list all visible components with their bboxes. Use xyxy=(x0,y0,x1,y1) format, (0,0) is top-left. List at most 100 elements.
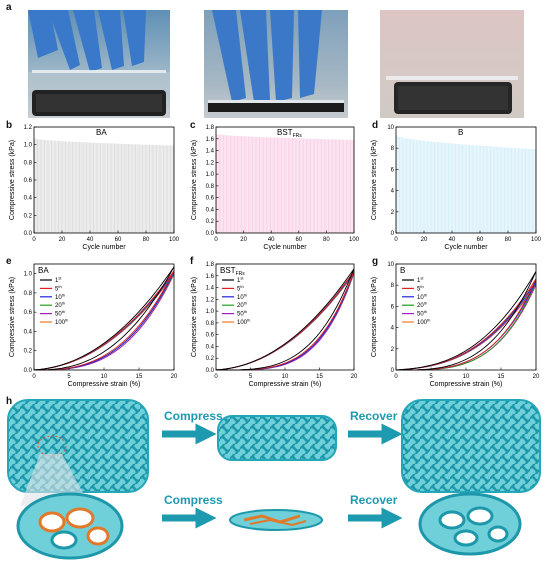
panel-letter-d: d xyxy=(372,120,379,131)
cycle-peak xyxy=(250,136,252,233)
cycle-peak xyxy=(128,144,129,233)
cycle-peak xyxy=(114,143,115,233)
glove-fingers-pressing xyxy=(212,10,322,102)
cyclic-b-xtick-label: 100 xyxy=(169,237,180,243)
hysteresis-f-xtick-label: 0 xyxy=(214,374,218,380)
hysteresis-g-xtick-label: 5 xyxy=(429,374,433,380)
cycle-peak xyxy=(462,144,463,233)
cycle-peak xyxy=(414,139,416,233)
cycle-peak xyxy=(247,136,249,233)
cycle-peak xyxy=(345,139,347,233)
hysteresis-e-xtick-label: 5 xyxy=(67,374,71,380)
cycle-peak xyxy=(282,137,284,233)
cycle-peak xyxy=(35,138,37,233)
cycle-peak xyxy=(408,138,410,233)
cycle-peak xyxy=(116,143,118,233)
cycle-peak xyxy=(246,136,248,233)
cyclic-d-ytick-label: 10 xyxy=(387,125,394,131)
cycle-peak xyxy=(460,144,462,233)
cycle-peak xyxy=(427,141,428,233)
cycle-peak xyxy=(171,145,173,233)
cyclic-c-ytick-label: 1.8 xyxy=(206,125,215,131)
cycle-peak xyxy=(157,145,159,233)
cycle-peak xyxy=(100,143,101,233)
cycle-peak xyxy=(519,148,521,233)
cycle-peak xyxy=(258,137,260,233)
cycle-peak xyxy=(231,135,233,233)
cycle-peak xyxy=(334,139,336,233)
cycle-peak xyxy=(77,142,79,233)
cycle-peak xyxy=(60,141,62,233)
cycle-peak xyxy=(415,139,417,233)
cycle-peak xyxy=(318,139,320,233)
legend-label: 10th xyxy=(55,292,65,301)
hysteresis-f-ytick-label: 1.8 xyxy=(206,262,215,268)
cycle-peak xyxy=(285,137,287,233)
cycle-peak xyxy=(167,145,169,233)
cyclic-c-ylabel: Compressive stress (kPa) xyxy=(191,140,198,220)
cycle-peak xyxy=(97,142,99,233)
cycle-peak xyxy=(404,138,406,233)
hysteresis-g-ytick-label: 6 xyxy=(391,304,395,310)
cycle-peak xyxy=(332,139,334,233)
cyclic-c-ytick-label: 1.0 xyxy=(206,172,215,178)
cycle-peak xyxy=(129,144,131,233)
hysteresis-g-ytick-label: 2 xyxy=(391,347,395,353)
cycle-peak xyxy=(81,142,83,233)
cycle-peak xyxy=(95,142,97,233)
hysteresis-f-ytick-label: 1.2 xyxy=(206,297,215,303)
cycle-peak xyxy=(263,137,265,233)
panel-letter-f: f xyxy=(190,256,194,267)
cycle-peak xyxy=(161,145,163,233)
cyclic-b-title: BA xyxy=(96,128,107,137)
cycle-peak xyxy=(530,149,532,233)
cycle-peak xyxy=(439,142,441,233)
hysteresis-e-xtick-label: 10 xyxy=(101,374,108,380)
hysteresis-f-xlabel: Compressive strain (%) xyxy=(249,381,322,388)
hysteresis-g-ytick-label: 8 xyxy=(391,283,395,289)
cycle-peak xyxy=(457,143,459,233)
cycle-peak xyxy=(286,138,288,233)
cycle-peak xyxy=(42,139,44,233)
cycle-peak xyxy=(239,136,241,233)
cycle-peak xyxy=(49,140,51,233)
cycle-peak xyxy=(323,139,325,233)
cycle-peak xyxy=(438,142,440,233)
cycle-peak xyxy=(418,140,420,233)
cyclic-b-ytick-label: 1.0 xyxy=(24,143,33,149)
cycle-peak xyxy=(321,139,323,233)
cycle-peak xyxy=(436,142,438,233)
hysteresis-f-xtick-label: 10 xyxy=(282,374,289,380)
cycle-peak xyxy=(271,137,273,233)
cycle-peak xyxy=(51,140,52,233)
cyclic-d-xtick-label: 20 xyxy=(421,237,428,243)
hysteresis-g-xtick-label: 0 xyxy=(394,374,398,380)
legend-label: 5th xyxy=(417,284,424,293)
cycle-peak xyxy=(410,138,412,233)
cycle-peak xyxy=(121,143,122,233)
cycle-peak xyxy=(474,145,476,233)
cycle-peak xyxy=(303,138,305,233)
legend-label: 20th xyxy=(417,301,427,310)
cycle-peak xyxy=(52,140,54,233)
unit-cell-compressed xyxy=(229,509,323,531)
cycle-peak xyxy=(325,139,327,233)
cycle-peak xyxy=(466,144,468,233)
cyclic-b-xtick-label: 60 xyxy=(115,237,122,243)
cyclic-c-title: BSTFRs xyxy=(277,128,302,139)
hysteresis-e-xtick-label: 20 xyxy=(171,374,178,380)
cyclic-b-xtick-label: 80 xyxy=(143,237,150,243)
cycle-peak xyxy=(270,137,271,233)
cyclic-c-ytick-label: 0.0 xyxy=(206,231,215,237)
cycle-peak xyxy=(276,137,278,233)
cyclic-b-plot-frame xyxy=(33,126,175,234)
cycle-peak xyxy=(467,144,469,233)
cycle-peak xyxy=(236,135,238,233)
hysteresis-f-ytick-label: 1.4 xyxy=(206,286,215,292)
cycle-peak xyxy=(217,134,219,233)
cycle-peak xyxy=(79,142,80,233)
cycle-peak xyxy=(65,141,66,233)
cycle-peak xyxy=(483,145,484,233)
cycle-peak xyxy=(272,137,274,233)
